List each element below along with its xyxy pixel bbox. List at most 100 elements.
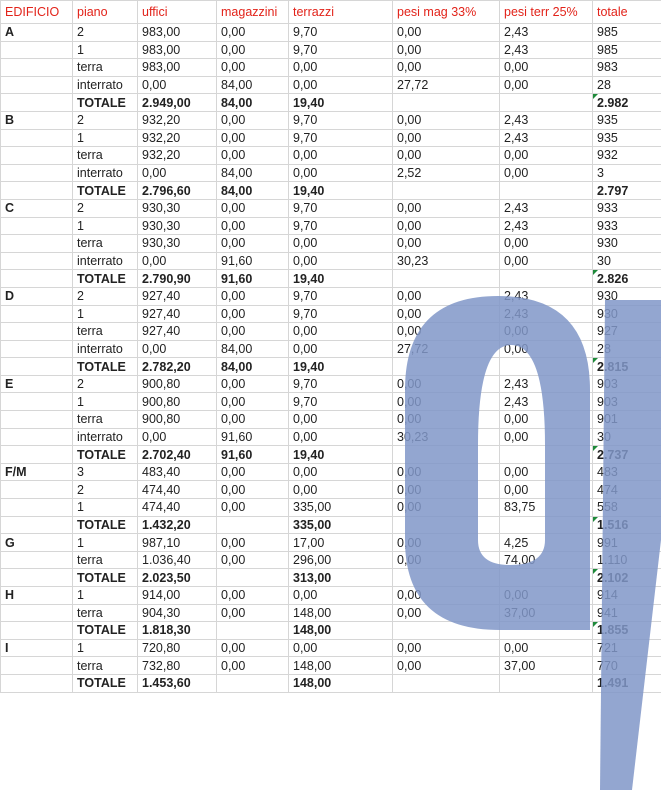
cell-uffici[interactable]: 2.702,40 [137, 445, 217, 464]
cell-terrazzi[interactable]: 9,70 [288, 216, 393, 236]
cell-terrazzi[interactable]: 0,00 [288, 58, 393, 77]
cell-pesi-mag[interactable]: 0,00 [392, 198, 500, 218]
column-header[interactable]: terrazzi [288, 0, 393, 24]
cell-terrazzi[interactable]: 0,00 [288, 339, 393, 359]
cell-pesi-mag[interactable] [392, 269, 500, 288]
cell-totale[interactable]: 770 [592, 656, 661, 675]
cell-edificio[interactable] [0, 410, 73, 429]
cell-pesi-terr[interactable]: 2,43 [499, 110, 593, 130]
cell-pesi-terr[interactable] [499, 181, 593, 200]
cell-piano[interactable]: TOTALE [72, 181, 138, 200]
cell-magazzini[interactable]: 0,00 [216, 462, 289, 482]
cell-terrazzi[interactable]: 19,40 [288, 445, 393, 464]
cell-magazzini[interactable]: 0,00 [216, 480, 289, 500]
cell-edificio[interactable] [0, 621, 73, 640]
cell-pesi-terr[interactable]: 0,00 [499, 480, 593, 500]
cell-edificio[interactable] [0, 427, 73, 447]
cell-terrazzi[interactable]: 17,00 [288, 533, 393, 552]
cell-pesi-terr[interactable]: 2,43 [499, 216, 593, 236]
cell-terrazzi[interactable]: 9,70 [288, 128, 393, 148]
cell-pesi-mag[interactable]: 0,00 [392, 40, 500, 60]
cell-piano[interactable]: terra [72, 656, 138, 675]
cell-edificio[interactable] [0, 322, 73, 341]
cell-uffici[interactable]: 930,30 [137, 234, 217, 253]
cell-edificio[interactable] [0, 339, 73, 359]
cell-pesi-mag[interactable] [392, 93, 500, 112]
error-indicator-icon[interactable] [593, 446, 598, 452]
cell-edificio[interactable] [0, 480, 73, 500]
cell-totale[interactable]: 933 [592, 198, 661, 218]
cell-piano[interactable]: 2 [72, 110, 138, 130]
cell-pesi-mag[interactable]: 0,00 [392, 392, 500, 412]
cell-pesi-terr[interactable]: 0,00 [499, 163, 593, 183]
cell-piano[interactable]: TOTALE [72, 568, 138, 587]
cell-magazzini[interactable]: 0,00 [216, 498, 289, 517]
cell-uffici[interactable]: 0,00 [137, 427, 217, 447]
cell-uffici[interactable]: 474,40 [137, 498, 217, 517]
cell-pesi-terr[interactable] [499, 445, 593, 464]
cell-magazzini[interactable]: 0,00 [216, 286, 289, 306]
cell-magazzini[interactable]: 0,00 [216, 550, 289, 570]
cell-magazzini[interactable]: 84,00 [216, 75, 289, 95]
cell-terrazzi[interactable]: 0,00 [288, 75, 393, 95]
cell-magazzini[interactable]: 91,60 [216, 445, 289, 464]
cell-pesi-terr[interactable]: 0,00 [499, 322, 593, 341]
cell-piano[interactable]: 2 [72, 286, 138, 306]
cell-piano[interactable]: 2 [72, 23, 138, 42]
cell-pesi-terr[interactable] [499, 269, 593, 288]
cell-magazzini[interactable]: 0,00 [216, 656, 289, 675]
cell-pesi-mag[interactable]: 0,00 [392, 322, 500, 341]
cell-magazzini[interactable]: 0,00 [216, 23, 289, 42]
cell-terrazzi[interactable]: 0,00 [288, 322, 393, 341]
cell-edificio[interactable] [0, 568, 73, 587]
cell-uffici[interactable]: 1.036,40 [137, 550, 217, 570]
cell-edificio[interactable] [0, 304, 73, 324]
cell-piano[interactable]: 2 [72, 480, 138, 500]
cell-terrazzi[interactable]: 0,00 [288, 638, 393, 658]
cell-terrazzi[interactable]: 313,00 [288, 568, 393, 587]
cell-pesi-terr[interactable]: 0,00 [499, 410, 593, 429]
cell-edificio[interactable] [0, 673, 73, 693]
error-indicator-icon[interactable] [593, 270, 598, 276]
cell-magazzini[interactable]: 0,00 [216, 40, 289, 60]
cell-piano[interactable]: 1 [72, 40, 138, 60]
cell-pesi-mag[interactable]: 30,23 [392, 427, 500, 447]
cell-piano[interactable]: TOTALE [72, 357, 138, 376]
cell-uffici[interactable]: 983,00 [137, 23, 217, 42]
cell-magazzini[interactable]: 0,00 [216, 216, 289, 236]
error-indicator-icon[interactable] [593, 622, 598, 628]
cell-uffici[interactable]: 2.796,60 [137, 181, 217, 200]
cell-totale[interactable]: 1.855 [592, 621, 661, 640]
cell-piano[interactable]: 1 [72, 533, 138, 552]
cell-pesi-mag[interactable]: 0,00 [392, 58, 500, 77]
cell-pesi-terr[interactable]: 0,00 [499, 58, 593, 77]
cell-uffici[interactable]: 900,80 [137, 392, 217, 412]
cell-uffici[interactable]: 927,40 [137, 286, 217, 306]
cell-pesi-mag[interactable]: 0,00 [392, 498, 500, 517]
cell-totale[interactable]: 2.797 [592, 181, 661, 200]
cell-totale[interactable]: 927 [592, 322, 661, 341]
cell-pesi-terr[interactable]: 74,00 [499, 550, 593, 570]
cell-edificio[interactable] [0, 251, 73, 271]
cell-totale[interactable]: 3 [592, 163, 661, 183]
cell-magazzini[interactable]: 0,00 [216, 533, 289, 552]
cell-totale[interactable]: 2.815 [592, 357, 661, 376]
cell-magazzini[interactable]: 0,00 [216, 586, 289, 605]
cell-piano[interactable]: TOTALE [72, 673, 138, 693]
cell-piano[interactable]: terra [72, 58, 138, 77]
cell-pesi-terr[interactable]: 0,00 [499, 251, 593, 271]
cell-piano[interactable]: 1 [72, 216, 138, 236]
column-header[interactable]: totale [592, 0, 661, 24]
cell-pesi-mag[interactable]: 27,72 [392, 339, 500, 359]
cell-magazzini[interactable] [216, 515, 289, 535]
cell-pesi-terr[interactable]: 0,00 [499, 339, 593, 359]
cell-magazzini[interactable]: 0,00 [216, 322, 289, 341]
cell-edificio[interactable] [0, 163, 73, 183]
error-indicator-icon[interactable] [593, 94, 598, 100]
cell-pesi-mag[interactable]: 0,00 [392, 216, 500, 236]
cell-pesi-terr[interactable]: 0,00 [499, 427, 593, 447]
cell-piano[interactable]: interrato [72, 75, 138, 95]
cell-totale[interactable]: 930 [592, 304, 661, 324]
cell-magazzini[interactable]: 91,60 [216, 251, 289, 271]
cell-edificio[interactable] [0, 58, 73, 77]
